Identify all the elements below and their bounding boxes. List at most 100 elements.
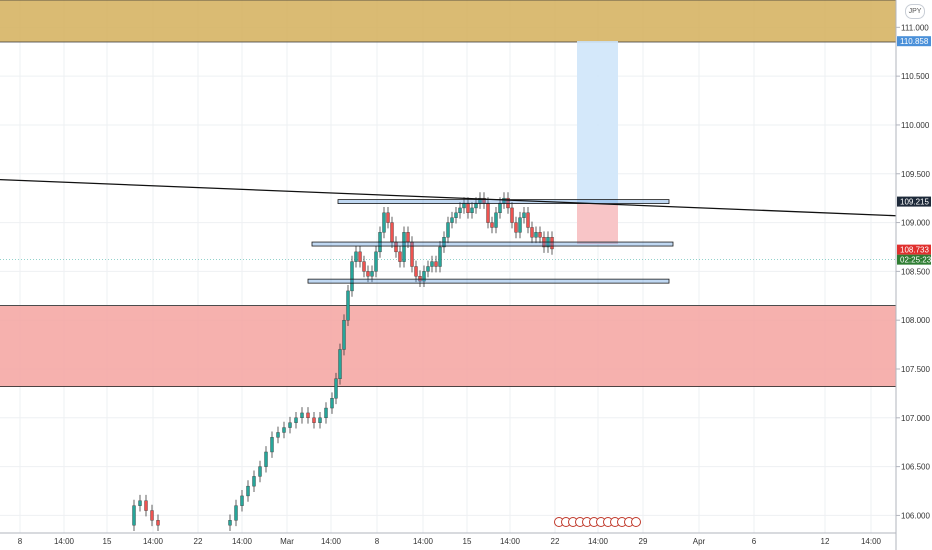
candle-body [312,417,316,423]
y-tick-label: 111.000 [901,23,929,32]
candle-body [450,217,454,223]
price-axis: 111.000 110.500 110.000 109.500 109.000 108.5… [895,0,932,550]
price-badge [897,36,931,47]
price-badge-label: 109.215 [900,198,929,207]
candle-body [486,202,490,223]
candle-body [494,212,498,228]
y-tick-label: 106.000 [901,511,930,520]
candle-body [370,271,374,277]
demand-zone [0,305,896,387]
candle-body [466,202,470,214]
x-tick-label: 14:00 [232,537,253,546]
candle-body [366,271,370,277]
y-tick-label: 109.500 [901,170,930,179]
event-flag-icon[interactable] [631,517,641,527]
candle-body [240,495,244,506]
x-tick-label: Mar [280,537,294,546]
x-tick-label: 14:00 [143,537,164,546]
candle-body [538,232,542,238]
candle-body [246,485,250,497]
candle-body [342,319,346,350]
x-tick-label: 6 [752,537,757,546]
price-badge [897,244,931,255]
candle-body [474,202,478,209]
candle-body [156,520,160,526]
candle-body [338,349,342,379]
x-tick-label: 8 [18,537,23,546]
candle-body [422,271,426,282]
candle-body [144,500,148,511]
candle-body [276,432,280,438]
candle-body [258,466,262,477]
price-badge-label: 108.733 [900,246,929,255]
candle-body [510,207,514,223]
time-axis: 8 14:00 15 14:00 22 14:00 Mar 14:00 8 14:00 15 14:0… [0,532,896,546]
candle-body [324,407,328,419]
candle-body [138,500,142,506]
y-tick-label: 109.000 [901,219,930,228]
x-tick-label: 15 [103,537,112,546]
y-tick-label: 108.000 [901,316,930,325]
trendline [0,178,897,217]
candle-body [514,222,518,233]
position-stop-box [577,203,618,245]
candle-body [350,261,354,292]
candle-body [418,276,422,282]
x-tick-label: 14:00 [54,537,75,546]
candle-body [318,417,322,423]
event-markers[interactable] [554,517,641,527]
candle-body [374,251,378,272]
x-tick-label: 29 [639,537,648,546]
currency-label[interactable]: JPY [905,4,925,19]
candle-body [506,197,510,209]
x-tick-label: 14:00 [861,537,882,546]
y-tick-label: 107.000 [901,414,930,423]
candle-body [358,251,362,262]
x-tick-label: 14:00 [321,537,342,546]
candle-body [434,261,438,267]
x-tick-label: 8 [375,537,380,546]
y-tick-label: 106.500 [901,463,930,472]
x-tick-label: 14:00 [588,537,609,546]
candles-layer [132,192,554,532]
candle-body [300,412,304,419]
y-tick-label: 110.500 [901,72,930,81]
y-tick-label: 110.000 [901,121,930,130]
candle-body [522,212,526,218]
x-tick-label: 22 [551,537,560,546]
candle-body [390,222,394,243]
x-tick-label: 15 [463,537,472,546]
candle-body [482,197,486,204]
candle-body [458,207,462,214]
candle-body [402,232,406,262]
candle-body [490,222,494,228]
candle-body [426,266,430,272]
candle-body [518,217,522,233]
price-badge-label: 02:25:23 [900,256,932,265]
candle-body [414,266,418,277]
x-tick-label: 14:00 [413,537,434,546]
y-tick-label: 108.500 [901,267,930,276]
zones-layer [0,0,896,387]
candle-body [330,398,334,409]
candle-body [270,437,274,453]
price-badge [897,196,931,207]
candle-body [294,417,298,423]
x-tick-label: 14:00 [500,537,521,546]
candle-body [498,202,502,214]
price-axis-bg [896,0,932,550]
candle-body [354,251,358,262]
candle-body [550,237,554,250]
candle-body [530,227,534,238]
candle-body [228,520,232,526]
price-badge [897,254,931,265]
candle-body [306,412,310,419]
candle-body [386,212,390,223]
supply-zone [0,0,896,42]
candle-body [288,422,292,428]
price-badge-label: 110.858 [900,37,929,46]
candle-body [346,290,350,321]
level-box [311,241,674,247]
